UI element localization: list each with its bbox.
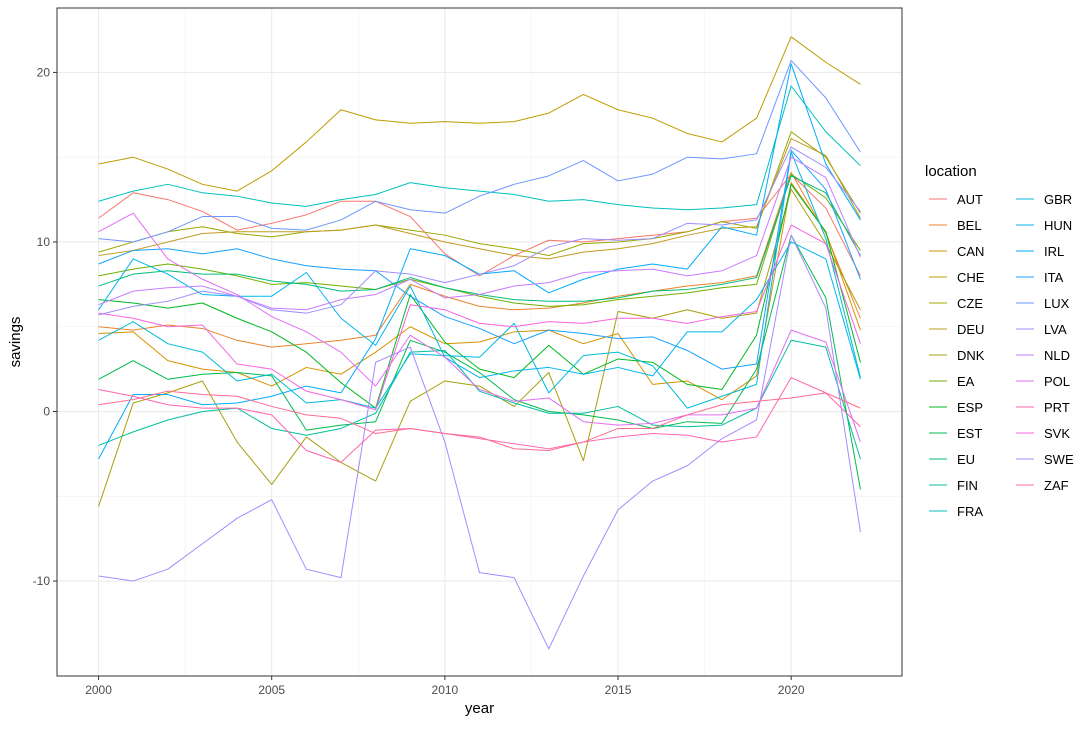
series-line-che — [98, 36, 861, 192]
series-line-est — [98, 234, 861, 490]
series-line-dnk — [98, 188, 861, 507]
series-line-prt — [98, 377, 861, 463]
legend-item-prt: PRT — [1016, 400, 1070, 415]
legend-label: CAN — [957, 244, 984, 259]
legend-item-gbr: GBR — [1016, 192, 1072, 207]
axes: 2000 2005 2010 2015 2020 -10 0 10 20 — [33, 65, 805, 697]
legend-item-aut: AUT — [929, 192, 983, 207]
series-lines — [98, 36, 861, 650]
legend-item-irl: IRL — [1016, 244, 1064, 259]
series-line-nld — [98, 156, 861, 311]
legend-label: HUN — [1044, 218, 1072, 233]
legend-label: LUX — [1044, 296, 1070, 311]
series-line-fin — [98, 339, 861, 460]
y-tick-label: 20 — [37, 65, 51, 79]
legend: location AUT BEL CAN CHE CZE DEU DNK EA ESP EST EU… — [925, 163, 1074, 519]
plot-panel-border — [56, 7, 903, 677]
legend-item-nld: NLD — [1016, 348, 1070, 363]
series-line-bel — [98, 171, 861, 348]
legend-item-cze: CZE — [929, 296, 983, 311]
legend-label: AUT — [957, 192, 983, 207]
legend-item-ea: EA — [929, 374, 975, 389]
legend-label: EA — [957, 374, 975, 389]
series-line-deu — [98, 138, 861, 260]
legend-label: EU — [957, 452, 975, 467]
legend-item-deu: DEU — [929, 322, 984, 337]
x-tick-label: 2020 — [778, 683, 805, 697]
legend-label: SWE — [1044, 452, 1074, 467]
x-tick-label: 2015 — [605, 683, 632, 697]
legend-label: POL — [1044, 374, 1070, 389]
legend-item-lux: LUX — [1016, 296, 1070, 311]
legend-item-zaf: ZAF — [1016, 478, 1069, 493]
series-line-gbr — [98, 151, 861, 409]
legend-label: FRA — [957, 504, 983, 519]
x-tick-label: 2005 — [258, 683, 285, 697]
y-tick-label: 0 — [43, 405, 50, 419]
legend-label: ESP — [957, 400, 983, 415]
legend-item-eu: EU — [929, 452, 975, 467]
series-line-pol — [98, 212, 861, 443]
series-line-lux — [98, 60, 861, 243]
legend-label: DNK — [957, 348, 985, 363]
legend-label: ITA — [1044, 270, 1064, 285]
legend-title: location — [925, 163, 977, 180]
x-axis-title: year — [465, 700, 494, 717]
legend-item-ita: ITA — [1016, 270, 1064, 285]
legend-item-swe: SWE — [1016, 452, 1074, 467]
legend-label: DEU — [957, 322, 984, 337]
legend-label: NLD — [1044, 348, 1070, 363]
series-line-ita — [98, 149, 861, 370]
legend-label: LVA — [1044, 322, 1067, 337]
grid-lines — [57, 8, 902, 676]
series-line-esp — [98, 183, 861, 409]
legend-label: CZE — [957, 296, 983, 311]
series-line-hun — [98, 241, 861, 380]
y-tick-label: 10 — [37, 235, 51, 249]
series-line-svk — [98, 224, 861, 411]
y-axis-title: savings — [7, 317, 24, 368]
x-tick-label: 2010 — [432, 683, 459, 697]
legend-item-lva: LVA — [1016, 322, 1067, 337]
legend-label: CHE — [957, 270, 985, 285]
legend-label: GBR — [1044, 192, 1072, 207]
series-line-swe — [98, 146, 861, 316]
legend-item-esp: ESP — [929, 400, 983, 415]
series-line-lva — [98, 234, 861, 650]
legend-item-fin: FIN — [929, 478, 978, 493]
legend-label: SVK — [1044, 426, 1070, 441]
legend-label: FIN — [957, 478, 978, 493]
legend-item-can: CAN — [929, 244, 984, 259]
series-line-aut — [98, 173, 861, 277]
series-line-cze — [98, 131, 861, 257]
series-line-ea — [98, 173, 861, 307]
legend-item-pol: POL — [1016, 374, 1070, 389]
series-line-fra — [98, 85, 861, 211]
y-tick-label: -10 — [33, 574, 51, 588]
legend-label: BEL — [957, 218, 982, 233]
legend-item-hun: HUN — [1016, 218, 1072, 233]
legend-item-bel: BEL — [929, 218, 982, 233]
x-tick-label: 2000 — [85, 683, 112, 697]
legend-label: ZAF — [1044, 478, 1069, 493]
legend-label: IRL — [1044, 244, 1064, 259]
legend-item-che: CHE — [929, 270, 985, 285]
legend-label: EST — [957, 426, 982, 441]
series-line-zaf — [98, 390, 861, 452]
legend-item-dnk: DNK — [929, 348, 985, 363]
legend-label: PRT — [1044, 400, 1070, 415]
legend-item-est: EST — [929, 426, 982, 441]
legend-item-fra: FRA — [929, 504, 983, 519]
legend-item-svk: SVK — [1016, 426, 1070, 441]
